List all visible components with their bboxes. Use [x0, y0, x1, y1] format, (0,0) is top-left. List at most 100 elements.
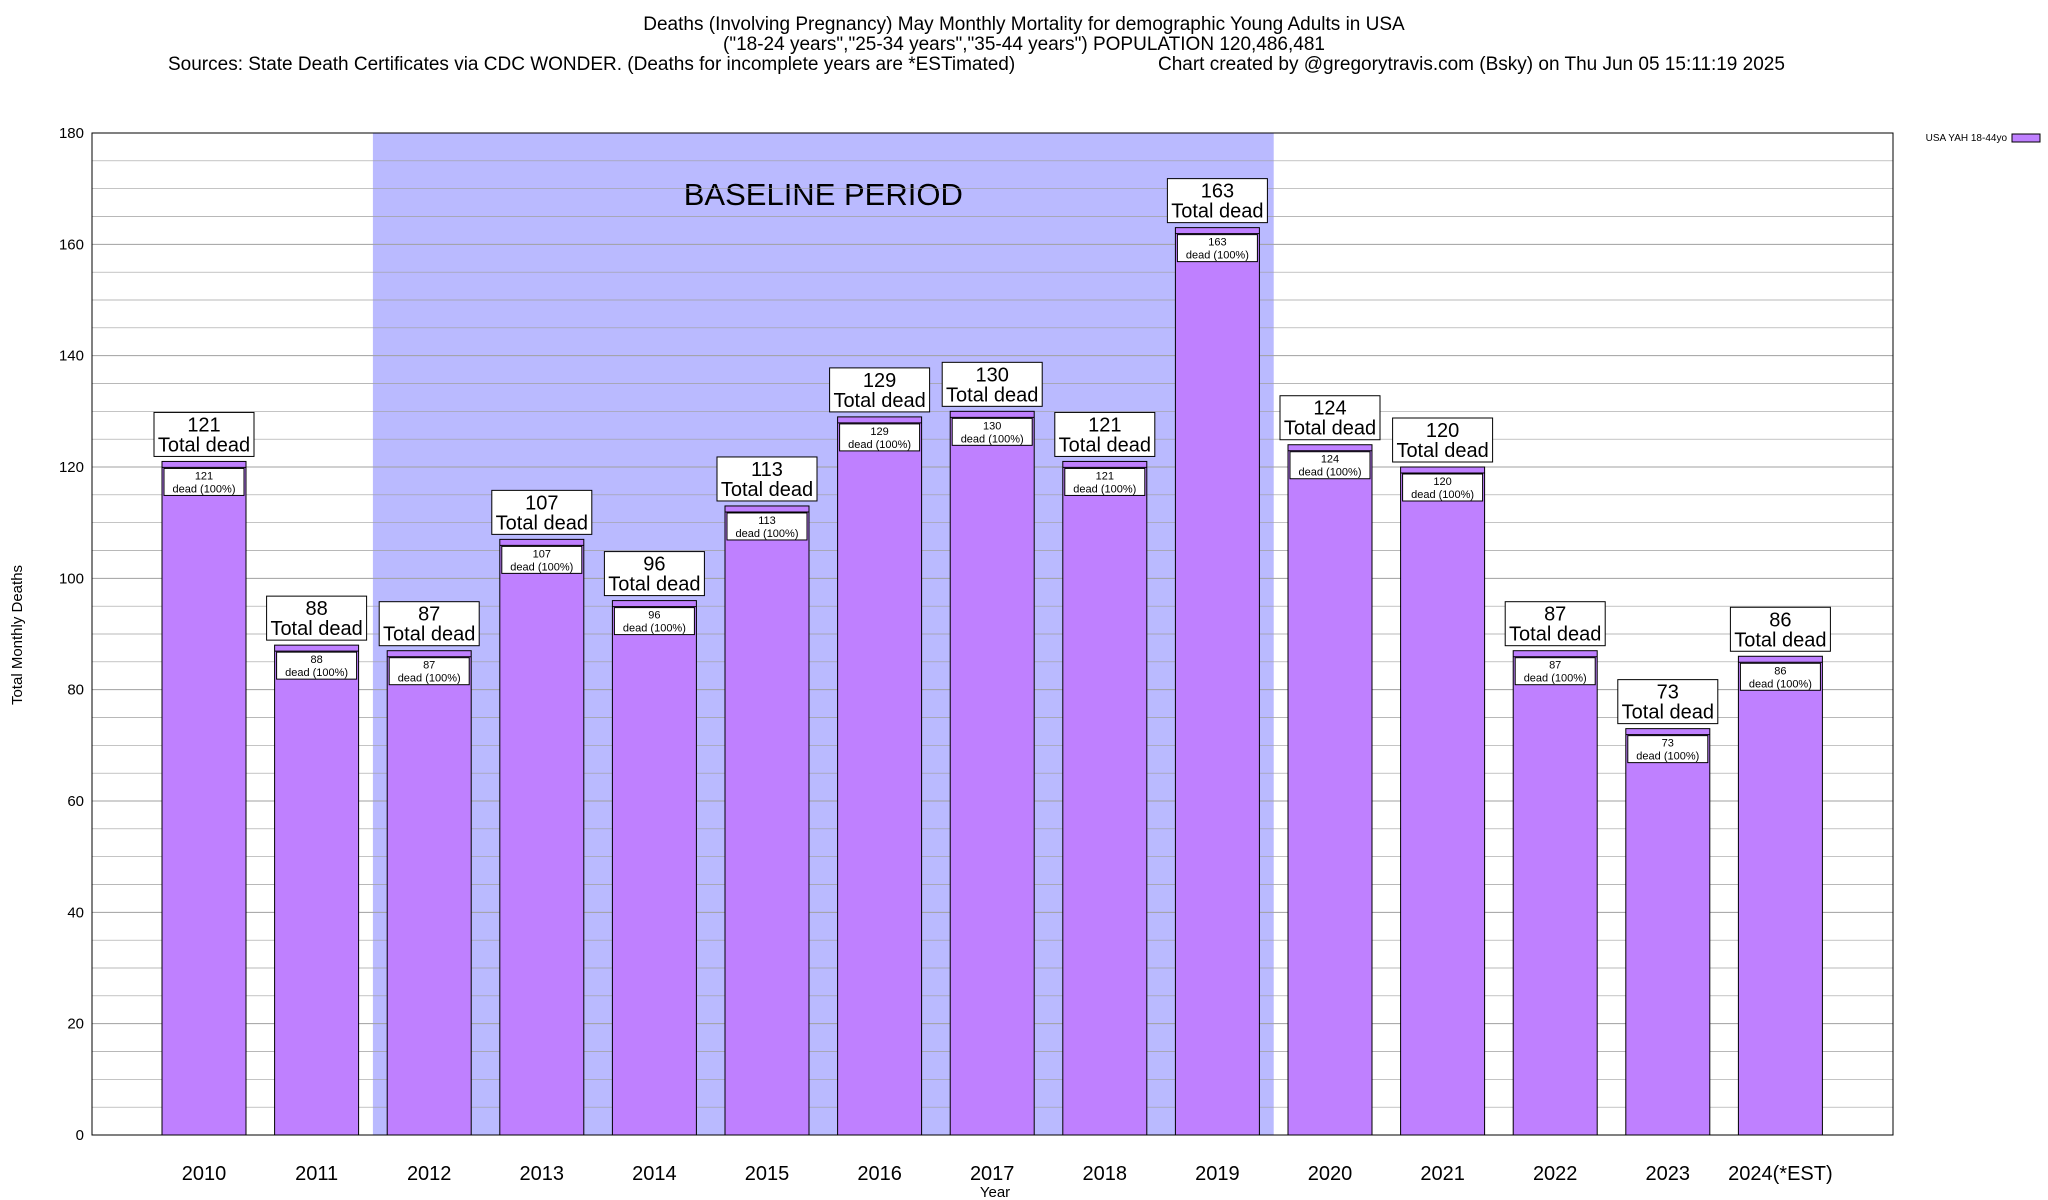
bar-inner-value: 163 — [1208, 237, 1226, 249]
bar — [499, 538, 585, 1136]
bar-total-label-box — [603, 551, 705, 597]
bar-inner-label-box — [726, 512, 808, 541]
bar-total-label: Total dead — [946, 384, 1038, 406]
bar-total-value: 96 — [643, 554, 665, 576]
x-tick-label: 2024(*EST) — [1728, 1163, 1833, 1185]
bar — [1625, 728, 1711, 1136]
bar-total-label: Total dead — [833, 390, 925, 412]
bar-inner-value: 121 — [1096, 470, 1114, 482]
y-tick-label: 100 — [59, 570, 84, 587]
bar-inner-label-box — [1289, 451, 1371, 480]
x-tick-label: 2019 — [1195, 1163, 1240, 1185]
bar-inner-value: 87 — [1549, 660, 1561, 672]
bar-inner-label: dead (100%) — [1299, 467, 1362, 479]
bar-inner-label-box — [951, 417, 1033, 446]
bar-inner-value: 86 — [1774, 665, 1786, 677]
bar-total-label: Total dead — [1734, 629, 1826, 651]
bar-total-label: Total dead — [270, 618, 362, 640]
bar-inner-value: 121 — [195, 470, 213, 482]
y-tick-label: 140 — [59, 348, 84, 365]
x-tick-label: 2015 — [745, 1163, 790, 1185]
bar-inner-label: dead (100%) — [510, 561, 573, 573]
y-tick-label: 0 — [76, 1127, 84, 1144]
bar-inner-label-box — [1064, 467, 1146, 496]
bar-total-value: 88 — [305, 598, 327, 620]
bar-inner-value: 87 — [423, 660, 435, 672]
bar-total-label-box — [1279, 395, 1381, 441]
bar-total-value: 129 — [863, 370, 896, 392]
bar-inner-label: dead (100%) — [1524, 673, 1587, 685]
bar-inner-value: 129 — [870, 426, 888, 438]
bar-inner-label: dead (100%) — [1186, 250, 1249, 262]
bar-total-label: Total dead — [496, 512, 588, 534]
y-tick-label: 80 — [67, 682, 84, 699]
bar-inner-label: dead (100%) — [848, 439, 911, 451]
bar-total-label: Total dead — [1622, 702, 1714, 724]
bar-total-value: 113 — [751, 459, 783, 481]
y-tick-label: 40 — [67, 904, 84, 921]
bar-total-label-box — [829, 367, 931, 413]
bar-inner-label-box — [1402, 473, 1484, 502]
x-tick-label: 2010 — [182, 1163, 227, 1185]
chart-source-note: Sources: State Death Certificates via CD… — [168, 54, 1016, 75]
bar-inner-label-box — [613, 607, 695, 636]
y-tick-label: 20 — [67, 1016, 84, 1033]
bar-total-label-box — [378, 601, 480, 647]
y-axis-title: Total Monthly Deaths — [9, 565, 26, 705]
bar-inner-label: dead (100%) — [173, 483, 236, 495]
bar-inner-label: dead (100%) — [1636, 751, 1699, 763]
x-tick-label: 2023 — [1646, 1163, 1691, 1185]
x-tick-label: 2020 — [1308, 1163, 1353, 1185]
bar-total-label-box — [1729, 606, 1831, 652]
bar-inner-value: 113 — [758, 515, 776, 527]
bar-inner-label: dead (100%) — [1411, 489, 1474, 501]
bar-inner-value: 124 — [1321, 454, 1339, 466]
x-tick-label: 2017 — [970, 1163, 1015, 1185]
bar-total-value: 73 — [1657, 682, 1679, 704]
bar — [724, 505, 810, 1136]
bar-inner-label-box — [1514, 657, 1596, 686]
bar — [611, 600, 697, 1136]
bar-inner-label: dead (100%) — [623, 623, 686, 635]
bar-total-label-box — [1617, 679, 1719, 725]
bar-total-label: Total dead — [158, 434, 250, 456]
bar-total-label: Total dead — [721, 479, 813, 501]
bar-total-value: 107 — [525, 492, 558, 514]
bar — [1174, 227, 1260, 1136]
bar-total-label: Total dead — [1396, 440, 1488, 462]
bar-inner-label-box — [839, 423, 921, 452]
legend: USA YAH 18-44yo — [1926, 133, 2041, 144]
bar-total-value: 121 — [1088, 414, 1121, 436]
bar — [1287, 444, 1373, 1136]
bar-inner-label-box — [501, 545, 583, 574]
x-tick-label: 2011 — [295, 1163, 338, 1185]
bar — [274, 644, 360, 1136]
bar-inner-label-box — [276, 651, 358, 680]
x-tick-label: 2012 — [407, 1163, 452, 1185]
plot-frame — [91, 132, 1894, 1136]
bar-total-label-box — [716, 456, 818, 502]
bar-total-label-box — [941, 361, 1043, 407]
bar-total-value: 121 — [187, 414, 220, 436]
bar-inner-label: dead (100%) — [961, 433, 1024, 445]
bar-inner-value: 107 — [533, 548, 551, 560]
bar — [949, 410, 1035, 1136]
chart-title-line-1: Deaths (Involving Pregnancy) May Monthly… — [643, 14, 1405, 35]
bar — [386, 650, 472, 1136]
y-tick-label: 180 — [59, 125, 84, 142]
bar-total-label-box — [1166, 178, 1268, 224]
bar-inner-label: dead (100%) — [1073, 483, 1136, 495]
bar-total-label: Total dead — [1509, 624, 1601, 646]
x-tick-label: 2018 — [1083, 1163, 1128, 1185]
bar-total-label-box — [1392, 417, 1494, 463]
bar-total-label: Total dead — [1171, 201, 1263, 223]
bar-total-label-box — [1504, 601, 1606, 647]
x-tick-label: 2021 — [1420, 1163, 1465, 1185]
legend-label: USA YAH 18-44yo — [1926, 133, 2008, 144]
bar-total-value: 87 — [1544, 604, 1566, 626]
bar — [1512, 650, 1598, 1136]
y-tick-label: 160 — [59, 236, 84, 253]
axes: 2010 2011 2012 2013 2014 2015 2016 2017 2018 2019… — [9, 125, 1894, 1200]
bar-total-label: Total dead — [1059, 434, 1151, 456]
